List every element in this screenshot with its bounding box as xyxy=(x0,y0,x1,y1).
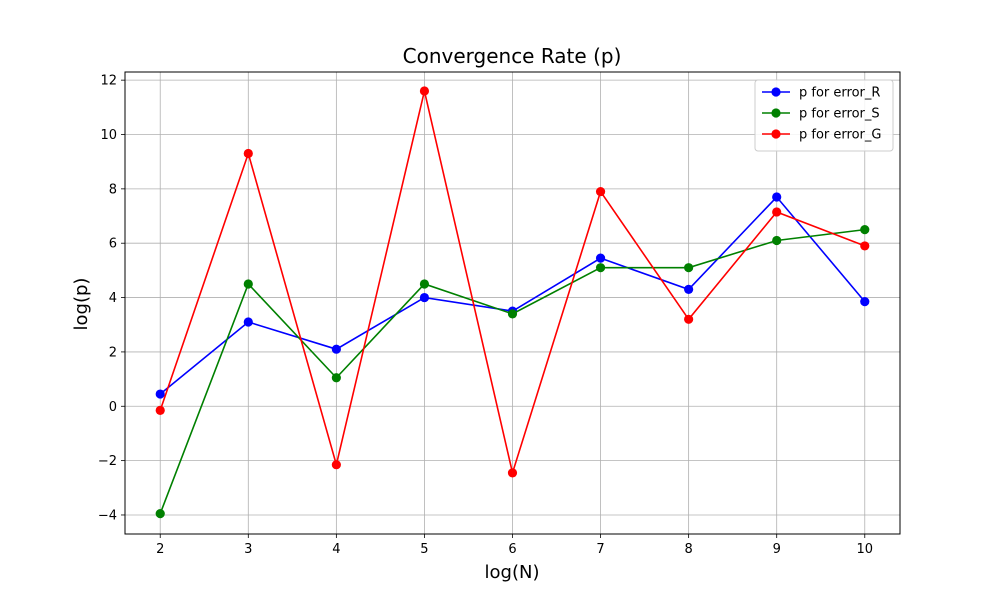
y-tick-label: 8 xyxy=(109,182,117,197)
plot-frame xyxy=(124,71,901,535)
data-point xyxy=(507,309,518,319)
x-tick-label: 6 xyxy=(508,542,516,557)
y-tick-label: −4 xyxy=(98,508,117,523)
data-point xyxy=(419,279,430,289)
data-point xyxy=(860,241,870,251)
x-tick-label: 4 xyxy=(332,542,340,557)
data-point xyxy=(684,314,694,324)
data-point xyxy=(772,235,782,246)
data-point xyxy=(243,279,253,289)
x-axis-label: log(N) xyxy=(485,562,540,583)
data-point xyxy=(331,373,341,383)
x-tick-label: 2 xyxy=(156,542,164,557)
data-point xyxy=(331,344,341,354)
x-tick-label: 10 xyxy=(856,542,873,557)
y-tick-label: 4 xyxy=(109,291,117,306)
data-point xyxy=(155,509,165,519)
data-point xyxy=(155,389,165,399)
legend-marker xyxy=(771,129,781,139)
chart-title: Convergence Rate (p) xyxy=(403,44,622,68)
grid xyxy=(125,72,900,534)
y-tick-label: 6 xyxy=(109,237,117,252)
data-point xyxy=(331,460,341,470)
x-tick-label: 3 xyxy=(244,542,252,557)
legend-label: p for error_S xyxy=(799,107,880,122)
legend-marker xyxy=(771,87,781,97)
y-tick-label: 10 xyxy=(100,128,117,143)
data-point xyxy=(595,186,606,197)
y-tick-label: −2 xyxy=(98,454,117,469)
y-tick-label: 0 xyxy=(109,400,117,415)
data-point xyxy=(243,148,253,159)
data-point xyxy=(507,468,518,478)
data-point xyxy=(684,284,694,295)
legend-marker xyxy=(771,108,781,118)
data-point xyxy=(419,292,430,303)
y-axis-label: log(p) xyxy=(71,278,92,331)
data-point xyxy=(419,86,430,96)
legend: p for error_Rp for error_Sp for error_G xyxy=(754,79,894,152)
x-tick-label: 9 xyxy=(773,542,781,557)
data-point xyxy=(595,263,606,273)
data-point xyxy=(243,317,253,327)
data-point xyxy=(595,253,606,263)
data-point xyxy=(155,405,165,415)
data-point xyxy=(772,207,782,217)
series-layer xyxy=(155,86,870,519)
data-point xyxy=(772,192,782,202)
y-tick-label: 2 xyxy=(109,345,117,360)
data-point xyxy=(684,263,694,273)
legend-label: p for error_R xyxy=(799,86,880,101)
x-tick-label: 5 xyxy=(420,542,428,557)
data-point xyxy=(860,297,870,307)
ticks: 2 3 4 5 6 7 8 9 10 −4 −2 0 2 4 6 8 10 12 xyxy=(98,74,873,557)
legend-label: p for error_G xyxy=(799,128,881,143)
y-tick-label: 12 xyxy=(100,74,117,89)
data-point xyxy=(860,225,870,235)
x-tick-label: 7 xyxy=(596,542,604,557)
x-tick-label: 8 xyxy=(684,542,692,557)
